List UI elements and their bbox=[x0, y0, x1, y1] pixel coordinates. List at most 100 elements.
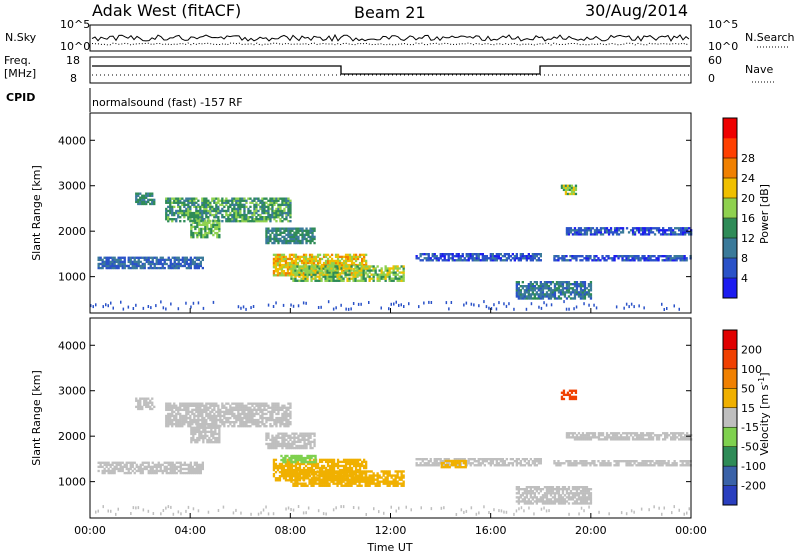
heatmap-cell-velocity-data-5 bbox=[356, 458, 360, 462]
heatmap-cell-velocity-data-10 bbox=[531, 486, 534, 489]
heatmap-cell-power-data-5 bbox=[340, 270, 344, 273]
heatmap-cell-velocity-data-5 bbox=[358, 468, 362, 472]
heatmap-cell-velocity-data-8 bbox=[477, 458, 480, 461]
heatmap-cell-power-data-10 bbox=[597, 259, 600, 262]
ground-scatter-cell bbox=[170, 302, 172, 306]
heatmap-cell-power-data-2 bbox=[253, 197, 256, 200]
heatmap-cell-power-data-2 bbox=[271, 213, 274, 217]
heatmap-cell-velocity-data-8 bbox=[435, 460, 438, 463]
heatmap-cell-velocity-data-1 bbox=[137, 399, 140, 402]
heatmap-cell-velocity-data-1 bbox=[147, 405, 150, 409]
heatmap-cell-velocity-data-1 bbox=[153, 405, 156, 409]
heatmap-cell-power-data-5 bbox=[296, 261, 300, 265]
heatmap-cell-power-data-10 bbox=[633, 259, 636, 262]
heatmap-cell-power-data-8 bbox=[555, 297, 559, 300]
heatmap-cell-power-data-8 bbox=[577, 291, 581, 294]
heatmap-cell-power-data-11 bbox=[670, 233, 673, 236]
heatmap-cell-velocity-data-5 bbox=[350, 458, 354, 462]
heatmap-cell-power-data-2 bbox=[279, 220, 282, 223]
heatmap-cell-velocity-data-2 bbox=[275, 416, 278, 420]
heatmap-cell-power-data-8 bbox=[535, 297, 538, 300]
heatmap-cell-power-data-7 bbox=[517, 259, 520, 262]
heatmap-cell-power-data-5 bbox=[296, 257, 300, 261]
heatmap-cell-velocity-data-8 bbox=[415, 462, 418, 465]
ground-scatter-cell bbox=[332, 307, 335, 311]
heatmap-cell-velocity-data-6 bbox=[338, 480, 341, 483]
heatmap-cell-velocity-data-5 bbox=[314, 462, 318, 466]
heatmap-cell-velocity-data-2 bbox=[171, 425, 174, 428]
heatmap-cell-power-data-10 bbox=[569, 259, 572, 262]
heatmap-cell-power-data-11 bbox=[668, 227, 671, 230]
heatmap-cell-velocity-data-2 bbox=[249, 414, 252, 418]
heatmap-cell-velocity-data-8 bbox=[519, 460, 522, 463]
heatmap-cell-power-data-6 bbox=[324, 269, 327, 272]
heatmap-cell-power-data-6 bbox=[310, 269, 313, 272]
heatmap-cell-velocity-data-8 bbox=[433, 464, 436, 467]
heatmap-cell-power-data-5 bbox=[352, 272, 356, 275]
heatmap-cell-power-data-2 bbox=[273, 201, 276, 204]
heatmap-cell-velocity-data-0 bbox=[187, 465, 190, 469]
heatmap-cell-power-data-4 bbox=[273, 241, 276, 245]
heatmap-cell-velocity-data-4 bbox=[285, 444, 288, 448]
heatmap-cell-velocity-data-8 bbox=[471, 458, 474, 461]
heatmap-cell-power-data-8 bbox=[565, 291, 569, 294]
heatmap-cell-power-data-2 bbox=[231, 207, 234, 211]
heatmap-cell-power-data-10 bbox=[643, 255, 646, 258]
heatmap-cell-power-data-5 bbox=[356, 257, 360, 261]
heatmap-cell-power-data-5 bbox=[340, 261, 344, 265]
heatmap-cell-velocity-data-6 bbox=[302, 482, 305, 485]
heatmap-cell-power-data-11 bbox=[680, 229, 683, 232]
heatmap-cell-power-data-2 bbox=[209, 205, 212, 209]
heatmap-cell-velocity-data-0 bbox=[167, 461, 170, 464]
heatmap-cell-power-data-2 bbox=[243, 199, 246, 202]
heatmap-cell-power-data-2 bbox=[201, 197, 204, 200]
ground-scatter-cell bbox=[593, 303, 595, 307]
heatmap-cell-velocity-data-8 bbox=[505, 464, 508, 467]
heatmap-cell-power-data-2 bbox=[217, 207, 220, 211]
heatmap-cell-velocity-data-2 bbox=[171, 423, 174, 426]
heatmap-cell-power-data-5 bbox=[300, 259, 304, 263]
heatmap-cell-velocity-data-6 bbox=[394, 482, 397, 485]
heatmap-cell-velocity-data-5 bbox=[322, 466, 326, 470]
heatmap-cell-power-data-7 bbox=[505, 257, 508, 260]
heatmap-cell-velocity-data-6 bbox=[296, 478, 299, 481]
heatmap-cell-power-data-6 bbox=[336, 279, 339, 282]
heatmap-cell-velocity-data-9 bbox=[458, 461, 461, 465]
heatmap-cell-power-data-0 bbox=[169, 260, 172, 264]
heatmap-cell-power-data-7 bbox=[443, 259, 446, 262]
heatmap-cell-power-data-6 bbox=[322, 273, 325, 276]
heatmap-cell-power-data-2 bbox=[251, 218, 254, 221]
heatmap-cell-velocity-data-4 bbox=[283, 432, 286, 435]
heatmap-cell-velocity-data-8 bbox=[439, 458, 442, 461]
heatmap-cell-power-data-11 bbox=[603, 231, 607, 234]
heatmap-cell-power-data-7 bbox=[471, 255, 474, 258]
heatmap-cell-power-data-3 bbox=[202, 227, 205, 231]
heatmap-cell-velocity-data-6 bbox=[310, 480, 313, 483]
heatmap-cell-power-data-8 bbox=[585, 293, 589, 296]
heatmap-cell-power-data-2 bbox=[187, 197, 190, 200]
heatmap-cell-power-data-8 bbox=[521, 287, 524, 290]
heatmap-cell-velocity-data-2 bbox=[247, 402, 250, 405]
heatmap-cell-power-data-8 bbox=[527, 295, 530, 298]
heatmap-cell-power-data-2 bbox=[191, 197, 194, 200]
heatmap-cell-velocity-data-0 bbox=[163, 465, 166, 469]
heatmap-cell-power-data-6 bbox=[388, 269, 391, 272]
heatmap-cell-power-data-8 bbox=[555, 289, 559, 292]
heatmap-cell-velocity-data-5 bbox=[363, 460, 366, 464]
heatmap-cell-power-data-0 bbox=[113, 260, 116, 264]
heatmap-cell-power-data-2 bbox=[171, 211, 174, 215]
heatmap-cell-power-data-6 bbox=[384, 275, 387, 278]
heatmap-cell-velocity-data-9 bbox=[448, 459, 451, 463]
heatmap-cell-power-data-10 bbox=[635, 255, 638, 258]
heatmap-cell-power-data-7 bbox=[533, 253, 536, 256]
heatmap-cell-power-data-6 bbox=[332, 273, 335, 276]
heatmap-cell-power-data-11 bbox=[678, 229, 681, 232]
heatmap-cell-power-data-6 bbox=[340, 267, 343, 270]
heatmap-cell-velocity-data-2 bbox=[205, 421, 208, 424]
heatmap-cell-velocity-data-2 bbox=[279, 406, 282, 409]
heatmap-cell-power-data-0 bbox=[131, 264, 134, 268]
heatmap-cell-power-data-11 bbox=[565, 229, 569, 232]
heatmap-cell-velocity-data-2 bbox=[241, 423, 244, 426]
heatmap-cell-velocity-data-8 bbox=[539, 462, 542, 465]
heatmap-cell-power-data-8 bbox=[583, 285, 587, 288]
